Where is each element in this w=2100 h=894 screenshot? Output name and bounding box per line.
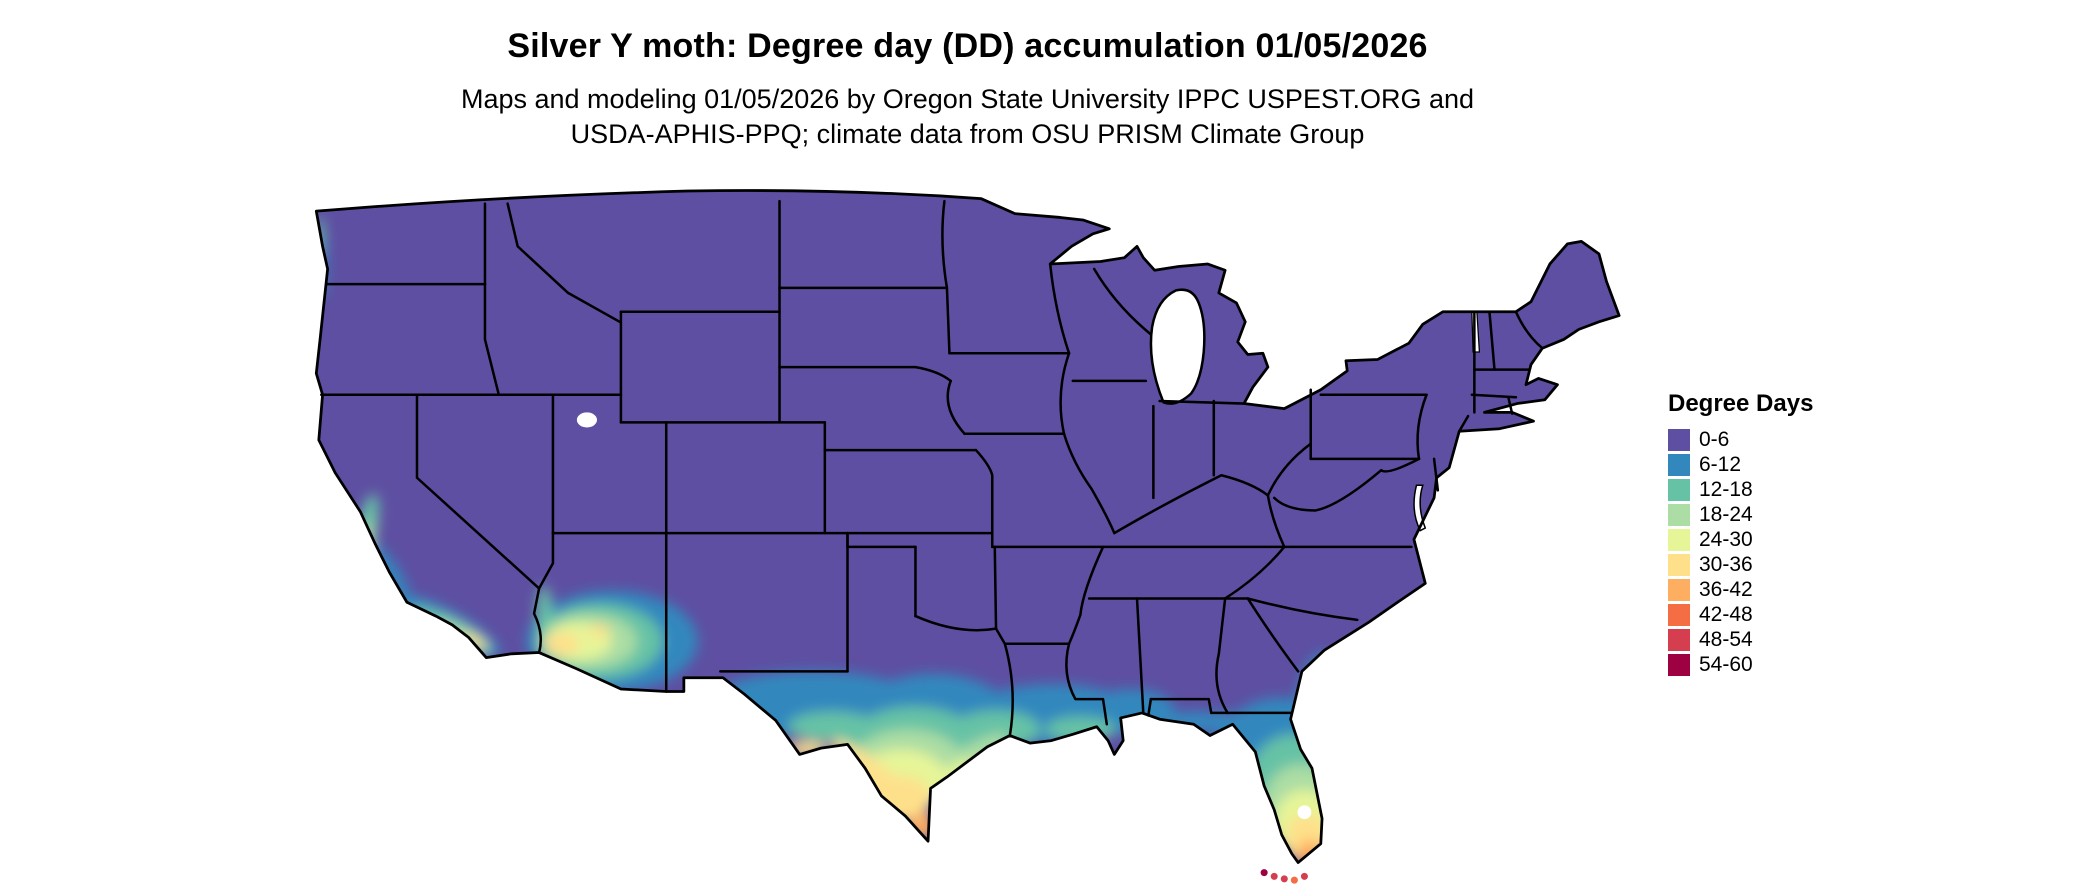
legend-entry: 48-54 [1668, 628, 1813, 651]
great-salt-lake [576, 412, 597, 428]
legend-entry: 36-42 [1668, 578, 1813, 601]
legend-entry: 6-12 [1668, 453, 1813, 476]
chesapeake-bay [1413, 484, 1427, 532]
us-degree-day-map [310, 186, 1638, 894]
legend-entry: 18-24 [1668, 503, 1813, 526]
legend-entry: 0-6 [1668, 428, 1813, 451]
legend-entry-label: 54-60 [1699, 653, 1753, 676]
state-borders [320, 199, 1544, 737]
header: Silver Y moth: Degree day (DD) accumulat… [0, 0, 1935, 152]
legend-entry-label: 30-36 [1699, 553, 1753, 576]
lake-michigan [1149, 288, 1206, 405]
legend-title: Degree Days [1668, 390, 1814, 417]
legend-entry-label: 0-6 [1699, 428, 1730, 451]
legend-entry: 24-30 [1668, 528, 1813, 551]
map-subtitle-line1: Maps and modeling 01/05/2026 by Oregon S… [460, 84, 1475, 114]
legend-entry: 12-18 [1668, 478, 1813, 501]
legend-swatch [1668, 579, 1690, 601]
legend-entry-label: 42-48 [1699, 603, 1753, 626]
legend-swatch [1668, 504, 1690, 526]
legend-entry-label: 36-42 [1699, 578, 1753, 601]
legend-entry: 54-60 [1668, 653, 1813, 676]
legend-swatch [1668, 654, 1690, 676]
legend-swatch [1668, 429, 1690, 451]
legend-entry-label: 48-54 [1699, 628, 1753, 651]
map-svg [314, 189, 1621, 884]
legend-swatch [1668, 604, 1690, 626]
legend-entries: 0-6 6-12 12-18 18-24 24-30 30-36 36-42 42-48 48-… [1668, 428, 1813, 676]
legend-entry-label: 24-30 [1699, 528, 1753, 551]
legend-swatch [1668, 629, 1690, 651]
legend-entry-label: 12-18 [1699, 478, 1753, 501]
legend: Degree Days 0-6 6-12 12-18 18-24 24-30 30-36 3… [1668, 390, 1813, 679]
map-subtitle: Maps and modeling 01/05/2026 by Oregon S… [0, 82, 1935, 152]
legend-entry-label: 6-12 [1699, 453, 1742, 476]
legend-entry-label: 18-24 [1699, 503, 1753, 526]
page-title: Silver Y moth: Degree day (DD) accumulat… [507, 27, 1428, 65]
legend-entry: 42-48 [1668, 603, 1813, 626]
legend-entry: 30-36 [1668, 553, 1813, 576]
map-subtitle-line2: USDA-APHIS-PPQ; climate data from OSU PR… [570, 119, 1365, 149]
legend-swatch [1668, 529, 1690, 551]
legend-swatch [1668, 554, 1690, 576]
legend-swatch [1668, 479, 1690, 501]
lake-okeechobee [1297, 805, 1312, 820]
florida-keys [1260, 869, 1308, 884]
legend-swatch [1668, 454, 1690, 476]
